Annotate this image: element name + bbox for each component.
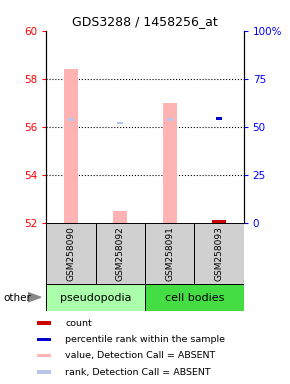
Bar [68,118,74,121]
Polygon shape [28,292,41,302]
Text: cell bodies: cell bodies [165,293,224,303]
Bar [96,223,145,284]
Text: GSM258090: GSM258090 [66,226,76,281]
Text: GSM258092: GSM258092 [116,226,125,281]
Bar [194,223,244,284]
Bar [37,370,51,374]
Bar [216,117,222,119]
Bar [37,338,51,341]
Bar [113,211,127,223]
Bar [46,284,145,311]
Text: GSM258091: GSM258091 [165,226,174,281]
Text: count: count [66,319,92,328]
Bar [163,103,177,223]
Bar [212,220,226,223]
Text: GSM258093: GSM258093 [214,226,224,281]
Bar [167,118,173,121]
Bar [37,354,51,358]
Text: other: other [3,293,31,303]
Text: GDS3288 / 1458256_at: GDS3288 / 1458256_at [72,15,218,28]
Bar [37,321,51,325]
Bar [145,223,194,284]
Bar [64,69,78,223]
Text: percentile rank within the sample: percentile rank within the sample [66,335,225,344]
Bar [145,284,244,311]
Text: rank, Detection Call = ABSENT: rank, Detection Call = ABSENT [66,367,211,376]
Text: pseudopodia: pseudopodia [60,293,131,303]
Text: value, Detection Call = ABSENT: value, Detection Call = ABSENT [66,351,216,360]
Bar [117,122,123,124]
Bar [46,223,96,284]
